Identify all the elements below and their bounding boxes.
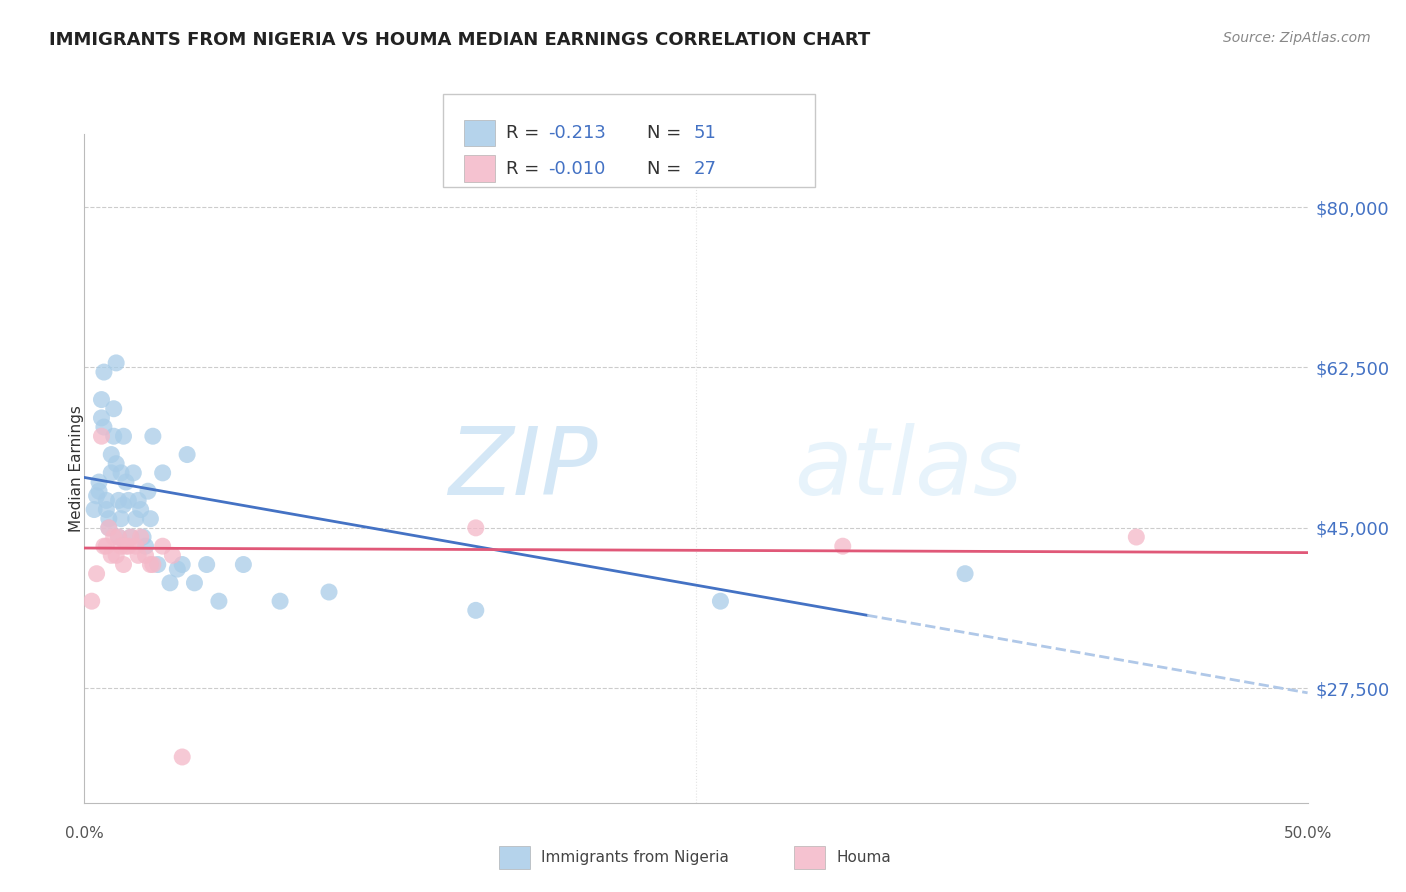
Point: [100, 448, 122, 462]
Point: [110, 539, 132, 553]
Point: [127, 493, 149, 508]
Point: [90, 429, 112, 443]
Point: [105, 549, 128, 563]
Point: [112, 429, 135, 443]
Point: [93, 365, 115, 379]
Point: [129, 530, 152, 544]
Text: 0.0%: 0.0%: [65, 826, 104, 841]
Point: [87, 475, 110, 489]
Point: [146, 558, 169, 572]
Point: [117, 539, 139, 553]
Text: Immigrants from Nigeria: Immigrants from Nigeria: [541, 850, 730, 864]
Point: [135, 549, 157, 563]
Point: [97, 512, 120, 526]
Point: [86, 566, 108, 581]
Point: [125, 539, 148, 553]
Point: [112, 558, 135, 572]
Point: [122, 466, 145, 480]
Point: [136, 484, 159, 499]
Text: -0.213: -0.213: [548, 124, 606, 142]
Point: [120, 530, 142, 544]
Point: [103, 429, 125, 443]
Point: [953, 566, 976, 581]
Point: [208, 594, 231, 608]
Text: Source: ZipAtlas.com: Source: ZipAtlas.com: [1223, 31, 1371, 45]
Point: [80, 594, 103, 608]
Point: [83, 502, 105, 516]
Text: N =: N =: [647, 160, 686, 178]
Text: 27: 27: [693, 160, 716, 178]
Point: [97, 521, 120, 535]
Point: [87, 484, 110, 499]
Point: [172, 558, 194, 572]
Point: [831, 539, 853, 553]
Text: Houma: Houma: [837, 850, 891, 864]
Point: [709, 594, 731, 608]
Point: [166, 562, 188, 576]
Point: [110, 512, 132, 526]
Point: [172, 750, 194, 764]
Point: [139, 558, 162, 572]
Point: [86, 489, 108, 503]
Text: -0.010: -0.010: [548, 160, 606, 178]
Point: [103, 401, 125, 416]
Point: [90, 410, 112, 425]
Text: 50.0%: 50.0%: [1284, 826, 1331, 841]
Point: [162, 549, 184, 563]
Point: [115, 475, 138, 489]
Point: [183, 575, 205, 590]
Point: [232, 558, 254, 572]
Point: [96, 493, 118, 508]
Point: [107, 530, 129, 544]
Point: [103, 530, 125, 544]
Point: [176, 448, 198, 462]
Point: [115, 539, 138, 553]
Point: [110, 466, 132, 480]
Point: [97, 521, 120, 535]
Point: [96, 502, 118, 516]
Text: R =: R =: [506, 160, 551, 178]
Point: [129, 502, 152, 516]
Point: [107, 493, 129, 508]
Point: [195, 558, 218, 572]
Point: [464, 521, 486, 535]
Point: [132, 530, 155, 544]
Text: N =: N =: [647, 124, 686, 142]
Point: [90, 392, 112, 407]
Point: [139, 512, 162, 526]
Point: [127, 549, 149, 563]
Point: [142, 429, 165, 443]
Point: [93, 539, 115, 553]
Point: [159, 575, 181, 590]
Text: ZIP: ZIP: [449, 423, 598, 514]
Point: [93, 420, 115, 434]
Point: [464, 603, 486, 617]
Text: atlas: atlas: [794, 423, 1022, 514]
Point: [152, 539, 174, 553]
Point: [107, 530, 129, 544]
Point: [125, 512, 148, 526]
Point: [152, 466, 174, 480]
Text: R =: R =: [506, 124, 551, 142]
Point: [100, 549, 122, 563]
Text: 51: 51: [693, 124, 716, 142]
Point: [112, 498, 135, 512]
Point: [318, 585, 340, 599]
Text: IMMIGRANTS FROM NIGERIA VS HOUMA MEDIAN EARNINGS CORRELATION CHART: IMMIGRANTS FROM NIGERIA VS HOUMA MEDIAN …: [49, 31, 870, 49]
Point: [96, 539, 118, 553]
Point: [105, 356, 128, 370]
Point: [142, 558, 165, 572]
Point: [117, 493, 139, 508]
Y-axis label: Median Earnings: Median Earnings: [69, 405, 83, 532]
Point: [1125, 530, 1147, 544]
Point: [100, 466, 122, 480]
Point: [269, 594, 291, 608]
Point: [120, 530, 142, 544]
Point: [105, 457, 128, 471]
Point: [135, 539, 157, 553]
